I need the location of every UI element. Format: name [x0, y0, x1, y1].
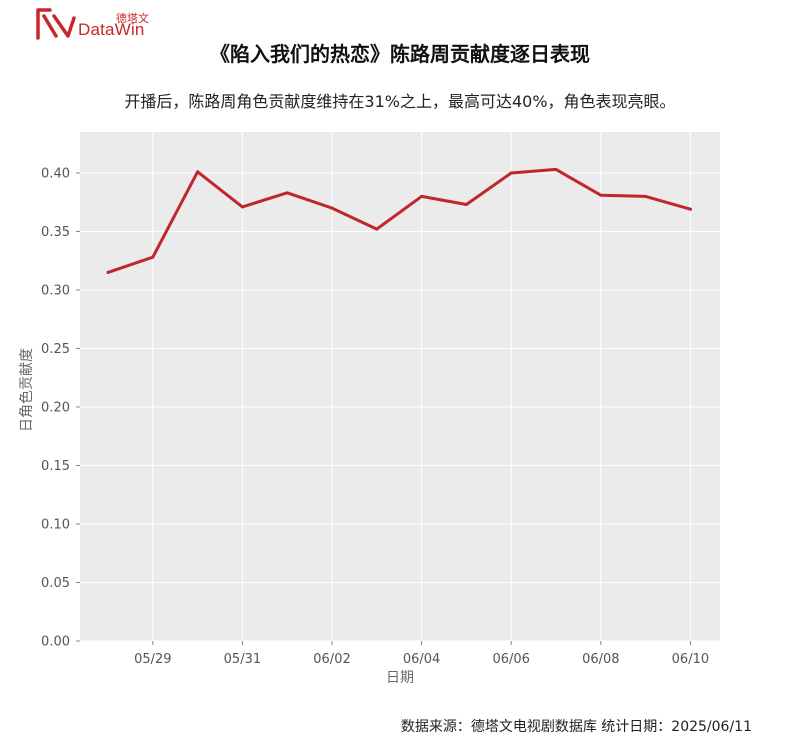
data-point: [240, 205, 244, 209]
data-point: [464, 203, 468, 207]
x-tick-label: 06/10: [672, 652, 709, 667]
y-tick-label: 0.35: [41, 225, 70, 240]
series-line: [106, 167, 692, 274]
y-tick-label: 0.20: [41, 400, 70, 415]
y-tick-label: 0.30: [41, 283, 70, 298]
data-point: [151, 255, 155, 259]
plot-background: [80, 132, 720, 641]
data-point: [330, 206, 334, 210]
y-tick-label: 0.05: [41, 576, 70, 591]
chart-subtitle: 开播后，陈路周角色贡献度维持在31%之上，最高可达40%，角色表现亮眼。: [124, 92, 676, 111]
y-tick-label: 0.25: [41, 342, 70, 357]
y-tick-label: 0.00: [41, 635, 70, 650]
data-point: [599, 193, 603, 197]
x-tick-label: 05/29: [134, 652, 171, 667]
data-point: [106, 270, 110, 274]
data-point: [554, 167, 558, 171]
chart-title: 《陷入我们的热恋》陈路周贡献度逐日表现: [210, 42, 590, 66]
data-point: [420, 194, 424, 198]
x-tick-label: 06/04: [403, 652, 440, 667]
data-point: [688, 207, 692, 211]
y-tick-label: 0.40: [41, 166, 70, 181]
x-tick-label: 06/06: [492, 652, 529, 667]
data-point: [509, 171, 513, 175]
line-chart: 0.00 0.05 0.10 0.15 0.20 0.25 0.30 0.35 0.40 05/…: [18, 132, 720, 686]
brand-cn-name: 德塔文: [116, 12, 149, 25]
x-tick-label: 06/02: [313, 652, 350, 667]
y-tick-label: 0.10: [41, 517, 70, 532]
y-axis-label: 日角色贡献度: [18, 348, 35, 432]
x-tick-label: 05/31: [224, 652, 261, 667]
brand-en-name: DataWin: [78, 20, 145, 39]
x-axis-label: 日期: [386, 670, 414, 686]
data-source-note: 数据来源：德塔文电视剧数据库 统计日期：2025/06/11: [400, 719, 752, 735]
data-point: [375, 227, 379, 231]
x-tick-label: 06/08: [582, 652, 619, 667]
data-point: [196, 170, 200, 174]
data-point: [644, 194, 648, 198]
y-tick-label: 0.15: [41, 459, 70, 474]
datawin-logo-mark: [36, 8, 76, 40]
data-point: [285, 191, 289, 195]
